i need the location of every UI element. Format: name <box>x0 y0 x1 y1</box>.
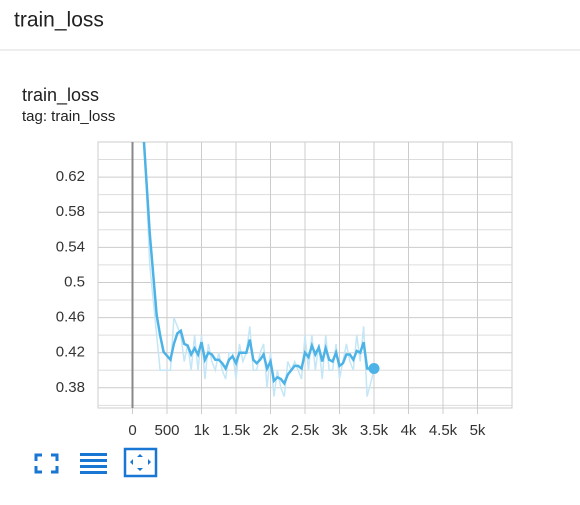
x-tick-label: 5k <box>470 422 486 439</box>
last-point <box>368 362 380 374</box>
toggle-lines-button[interactable] <box>80 453 107 474</box>
y-tick-label: 0.38 <box>56 379 85 396</box>
x-tick-label: 3k <box>332 422 348 439</box>
x-tick-label: 2.5k <box>291 422 320 439</box>
fullscreen-button[interactable] <box>34 453 59 474</box>
y-tick-label: 0.54 <box>56 238 85 255</box>
card-subtitle: tag: train_loss <box>22 108 115 125</box>
x-tick-label: 3.5k <box>360 422 389 439</box>
x-tick-label: 2k <box>263 422 279 439</box>
y-tick-label: 0.46 <box>56 309 85 326</box>
x-tick-label: 500 <box>154 422 179 439</box>
x-tick-label: 4k <box>401 422 417 439</box>
x-tick-label: 4.5k <box>429 422 458 439</box>
y-tick-label: 0.58 <box>56 203 85 220</box>
loss-line <box>142 142 374 386</box>
y-tick-label: 0.5 <box>64 273 85 290</box>
y-tick-label: 0.62 <box>56 168 85 185</box>
x-tick-label: 1k <box>194 422 210 439</box>
fit-domain-button[interactable] <box>123 447 158 478</box>
x-tick-label: 1.5k <box>222 422 251 439</box>
header-title: train_loss <box>14 9 104 32</box>
plot: 0.38 0.42 0.46 0.5 0.54 0.58 0.62 0 500 1k 1.5k 2k 2… <box>56 141 513 439</box>
x-tick-label: 0 <box>128 422 136 439</box>
card-title: train_loss <box>22 85 99 106</box>
y-tick-label: 0.42 <box>56 344 85 361</box>
